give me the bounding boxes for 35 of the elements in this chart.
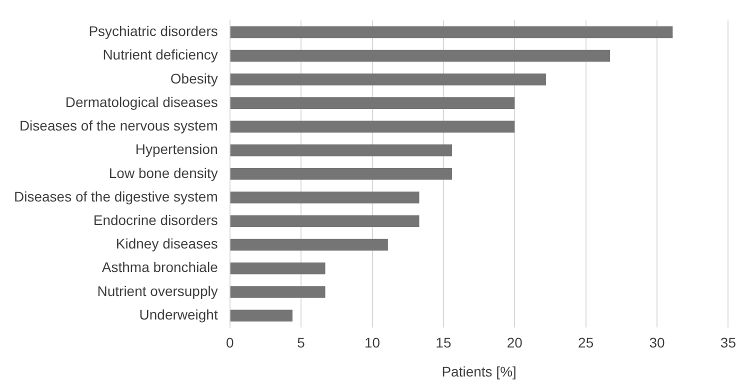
x-tick-label: 35 [720, 334, 736, 351]
x-tick-label: 10 [364, 334, 380, 351]
y-tick-label: Dermatological diseases [65, 94, 218, 110]
x-tick-label: 20 [506, 334, 523, 351]
y-tick-label: Nutrient deficiency [102, 46, 218, 63]
y-tick-label: Underweight [139, 306, 218, 322]
y-tick-label: Diseases of the digestive system [14, 188, 218, 204]
x-tick-label: 0 [226, 334, 234, 351]
y-tick-label: Diseases of the nervous system [19, 118, 218, 134]
x-tick-label: 30 [649, 334, 666, 351]
bar [230, 286, 326, 298]
bar [230, 26, 673, 38]
bar [230, 238, 388, 251]
x-axis-title: Patients [%] [442, 363, 516, 380]
x-tick-label: 15 [436, 334, 452, 351]
y-tick-label: Endocrine disorders [93, 212, 218, 228]
bar [230, 120, 515, 133]
y-tick-label: Kidney diseases [116, 236, 218, 252]
bar [230, 97, 515, 109]
y-tick-label: Low bone density [108, 164, 218, 181]
x-tick-label: 25 [578, 334, 594, 351]
bar [230, 215, 420, 228]
y-tick-label: Asthma bronchiale [102, 259, 218, 276]
bar [230, 262, 326, 274]
y-tick-label: Psychiatric disorders [88, 23, 218, 40]
bar [230, 192, 420, 204]
y-tick-label: Hypertension [135, 141, 218, 158]
bar [230, 74, 546, 86]
bar [230, 168, 452, 180]
bar [230, 310, 293, 322]
bar [230, 50, 610, 62]
y-tick-label: Obesity [170, 70, 218, 86]
x-tick-label: 5 [297, 334, 306, 351]
y-tick-label: Nutrient oversupply [97, 282, 218, 299]
bar [230, 144, 452, 156]
